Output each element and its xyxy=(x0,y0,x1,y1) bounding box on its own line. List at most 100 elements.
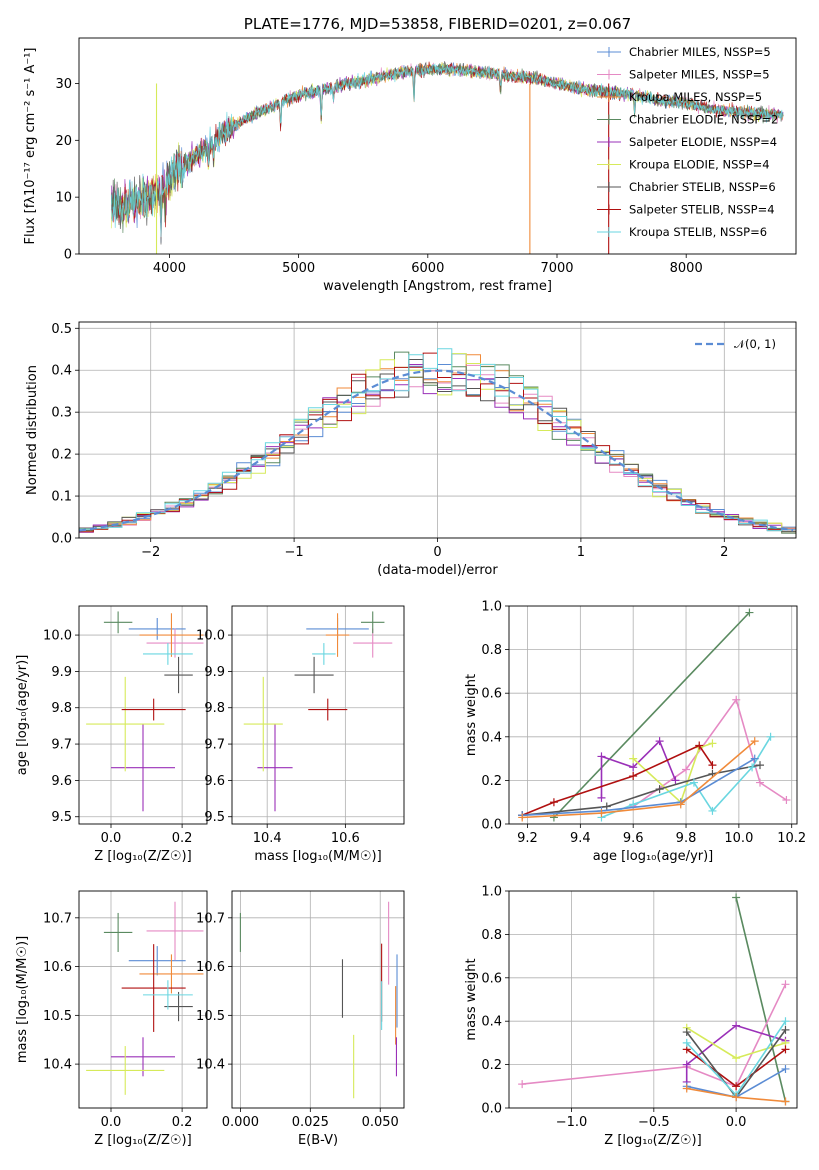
weight-line xyxy=(522,757,756,817)
y-tick-label: 0.8 xyxy=(481,928,502,943)
residual-legend: 𝒩(0, 1) xyxy=(695,337,776,351)
y-tick-label: 0.6 xyxy=(481,971,502,986)
point-chabrier-stelib xyxy=(164,991,193,1022)
weight-marker xyxy=(597,793,606,802)
point-kroupa-elodie xyxy=(86,1046,165,1095)
y-tick-label: 9.8 xyxy=(204,701,225,716)
weight-marker xyxy=(756,761,765,770)
spectrum-kroupa-stelib xyxy=(110,62,784,238)
weight-marker xyxy=(518,1080,527,1089)
point-salpeter-miles xyxy=(146,628,204,658)
weight-marker xyxy=(655,785,664,794)
weight-marker xyxy=(766,732,775,741)
panel-weight-vs-age: 9.2 9.4 9.6 9.8 10.0 10.2 0.0 0.2 0.4 0.6 0.8 1.0 ag… xyxy=(464,600,806,865)
points-age-vs-Z xyxy=(86,611,204,812)
point-salpeter-stelib xyxy=(121,698,186,721)
x-tick-label: 9.2 xyxy=(517,831,538,846)
x-tick-label: 0.0 xyxy=(101,1115,122,1130)
legend-entry: Salpeter MILES, NSSP=5 xyxy=(629,68,770,82)
axes-frame xyxy=(508,890,798,1109)
point-kroupa-miles xyxy=(325,613,350,657)
legend-entry: Chabrier ELODIE, NSSP=2 xyxy=(629,113,778,127)
weight-marker xyxy=(708,761,717,770)
weight-marker xyxy=(781,1017,790,1026)
x-tick-label: 0.050 xyxy=(362,1115,399,1130)
weight-marker xyxy=(682,1060,691,1069)
y-tick-label: 10.4 xyxy=(196,1058,225,1073)
plot-area-mass-vs-EBV xyxy=(232,891,404,1108)
weight-marker xyxy=(782,796,791,805)
weight-marker xyxy=(682,1038,691,1047)
axes-frame xyxy=(231,890,405,1109)
x-tick-label: 10.6 xyxy=(331,831,360,846)
panel-residuals: −2 −1 0 1 2 0.0 0.1 0.2 0.3 0.4 0.5 (data-model)/er… xyxy=(25,321,797,578)
point-salpeter-elodie xyxy=(257,724,293,812)
y-tick-label: 10.0 xyxy=(43,629,72,644)
x-tick-label: 0.025 xyxy=(292,1115,329,1130)
y-tick-label: 10.0 xyxy=(196,629,225,644)
point-kroupa-miles xyxy=(139,613,204,657)
plot-area-mass-vs-Z xyxy=(79,891,207,1108)
weights-kroupa-elodie xyxy=(682,1023,790,1063)
y-tick-label: 0.5 xyxy=(51,322,72,337)
y-tick-label: 0 xyxy=(64,248,72,263)
point-salpeter-miles xyxy=(353,628,393,658)
weight-marker xyxy=(695,741,704,750)
y-tick-label: 1.0 xyxy=(481,885,502,900)
plot-area-weight-vs-Z xyxy=(509,891,797,1108)
axes-weight-vs-Z: −1.0 −0.5 0.0 0.0 0.2 0.4 0.6 0.8 1.0 xyxy=(481,885,746,1131)
x-tick-label: −1.0 xyxy=(556,1115,588,1130)
point-chabrier-elodie xyxy=(103,611,133,634)
y-tick-label: 10.6 xyxy=(43,960,72,975)
weight-marker xyxy=(629,772,638,781)
axes-frame xyxy=(78,321,797,539)
x-tick-label: −1 xyxy=(285,545,304,560)
weight-marker xyxy=(708,739,717,748)
weights-salpeter-elodie xyxy=(597,737,680,802)
point-salpeter-stelib xyxy=(121,944,186,1032)
weight-marker xyxy=(682,1028,691,1037)
point-kroupa-elodie xyxy=(86,676,165,772)
plot-area-residuals xyxy=(79,322,796,538)
legend-entry: Chabrier STELIB, NSSP=6 xyxy=(629,180,776,194)
plot-area-weight-vs-age xyxy=(509,606,797,824)
weight-marker xyxy=(781,1045,790,1054)
points-mass-vs-EBV xyxy=(239,901,398,1099)
plot-area-age-vs-Z xyxy=(79,606,207,824)
weight-line xyxy=(685,1024,786,1082)
y-tick-label: 1.0 xyxy=(481,600,502,615)
y-tick-label: 9.7 xyxy=(51,738,72,753)
y-tick-label: 10.7 xyxy=(196,911,225,926)
axes-residuals: −2 −1 0 1 2 0.0 0.1 0.2 0.3 0.4 0.5 xyxy=(51,322,728,560)
weight-marker xyxy=(781,1097,790,1106)
y-tick-label: 30 xyxy=(55,77,72,92)
x-tick-label: 1 xyxy=(577,545,585,560)
y-tick-label: 9.5 xyxy=(51,810,72,825)
weight-marker xyxy=(750,754,759,763)
spectrum-lines xyxy=(110,61,784,254)
y-tick-label: 0.6 xyxy=(481,687,502,702)
x-tick-label: 5000 xyxy=(282,261,315,276)
spectrum-chabrier-stelib xyxy=(110,61,784,245)
weight-marker xyxy=(748,763,757,772)
x-tick-label: 9.6 xyxy=(623,831,644,846)
weight-marker xyxy=(732,1054,741,1063)
weight-marker xyxy=(756,778,765,787)
spectrum-legend: Chabrier MILES, NSSP=5 Salpeter MILES, NS… xyxy=(597,45,778,239)
x-tick-label: −2 xyxy=(141,545,160,560)
series-weight-vs-Z xyxy=(518,893,790,1106)
axes-frame xyxy=(78,890,208,1109)
point-salpeter-elodie xyxy=(111,724,175,812)
y-axis-label: mass weight xyxy=(464,674,479,756)
weight-marker xyxy=(750,737,759,746)
weight-marker xyxy=(671,776,680,785)
x-tick-label: 0.2 xyxy=(172,831,193,846)
legend-entry: Chabrier MILES, NSSP=5 xyxy=(629,45,771,59)
grid-residuals xyxy=(79,322,796,538)
grid-mass-vs-EBV xyxy=(232,891,404,1108)
weight-marker xyxy=(597,809,606,818)
y-tick-label: 10.7 xyxy=(43,911,72,926)
y-tick-label: 10.6 xyxy=(196,960,225,975)
y-tick-label: 0.0 xyxy=(51,532,72,547)
y-tick-label: 0.3 xyxy=(51,406,72,421)
